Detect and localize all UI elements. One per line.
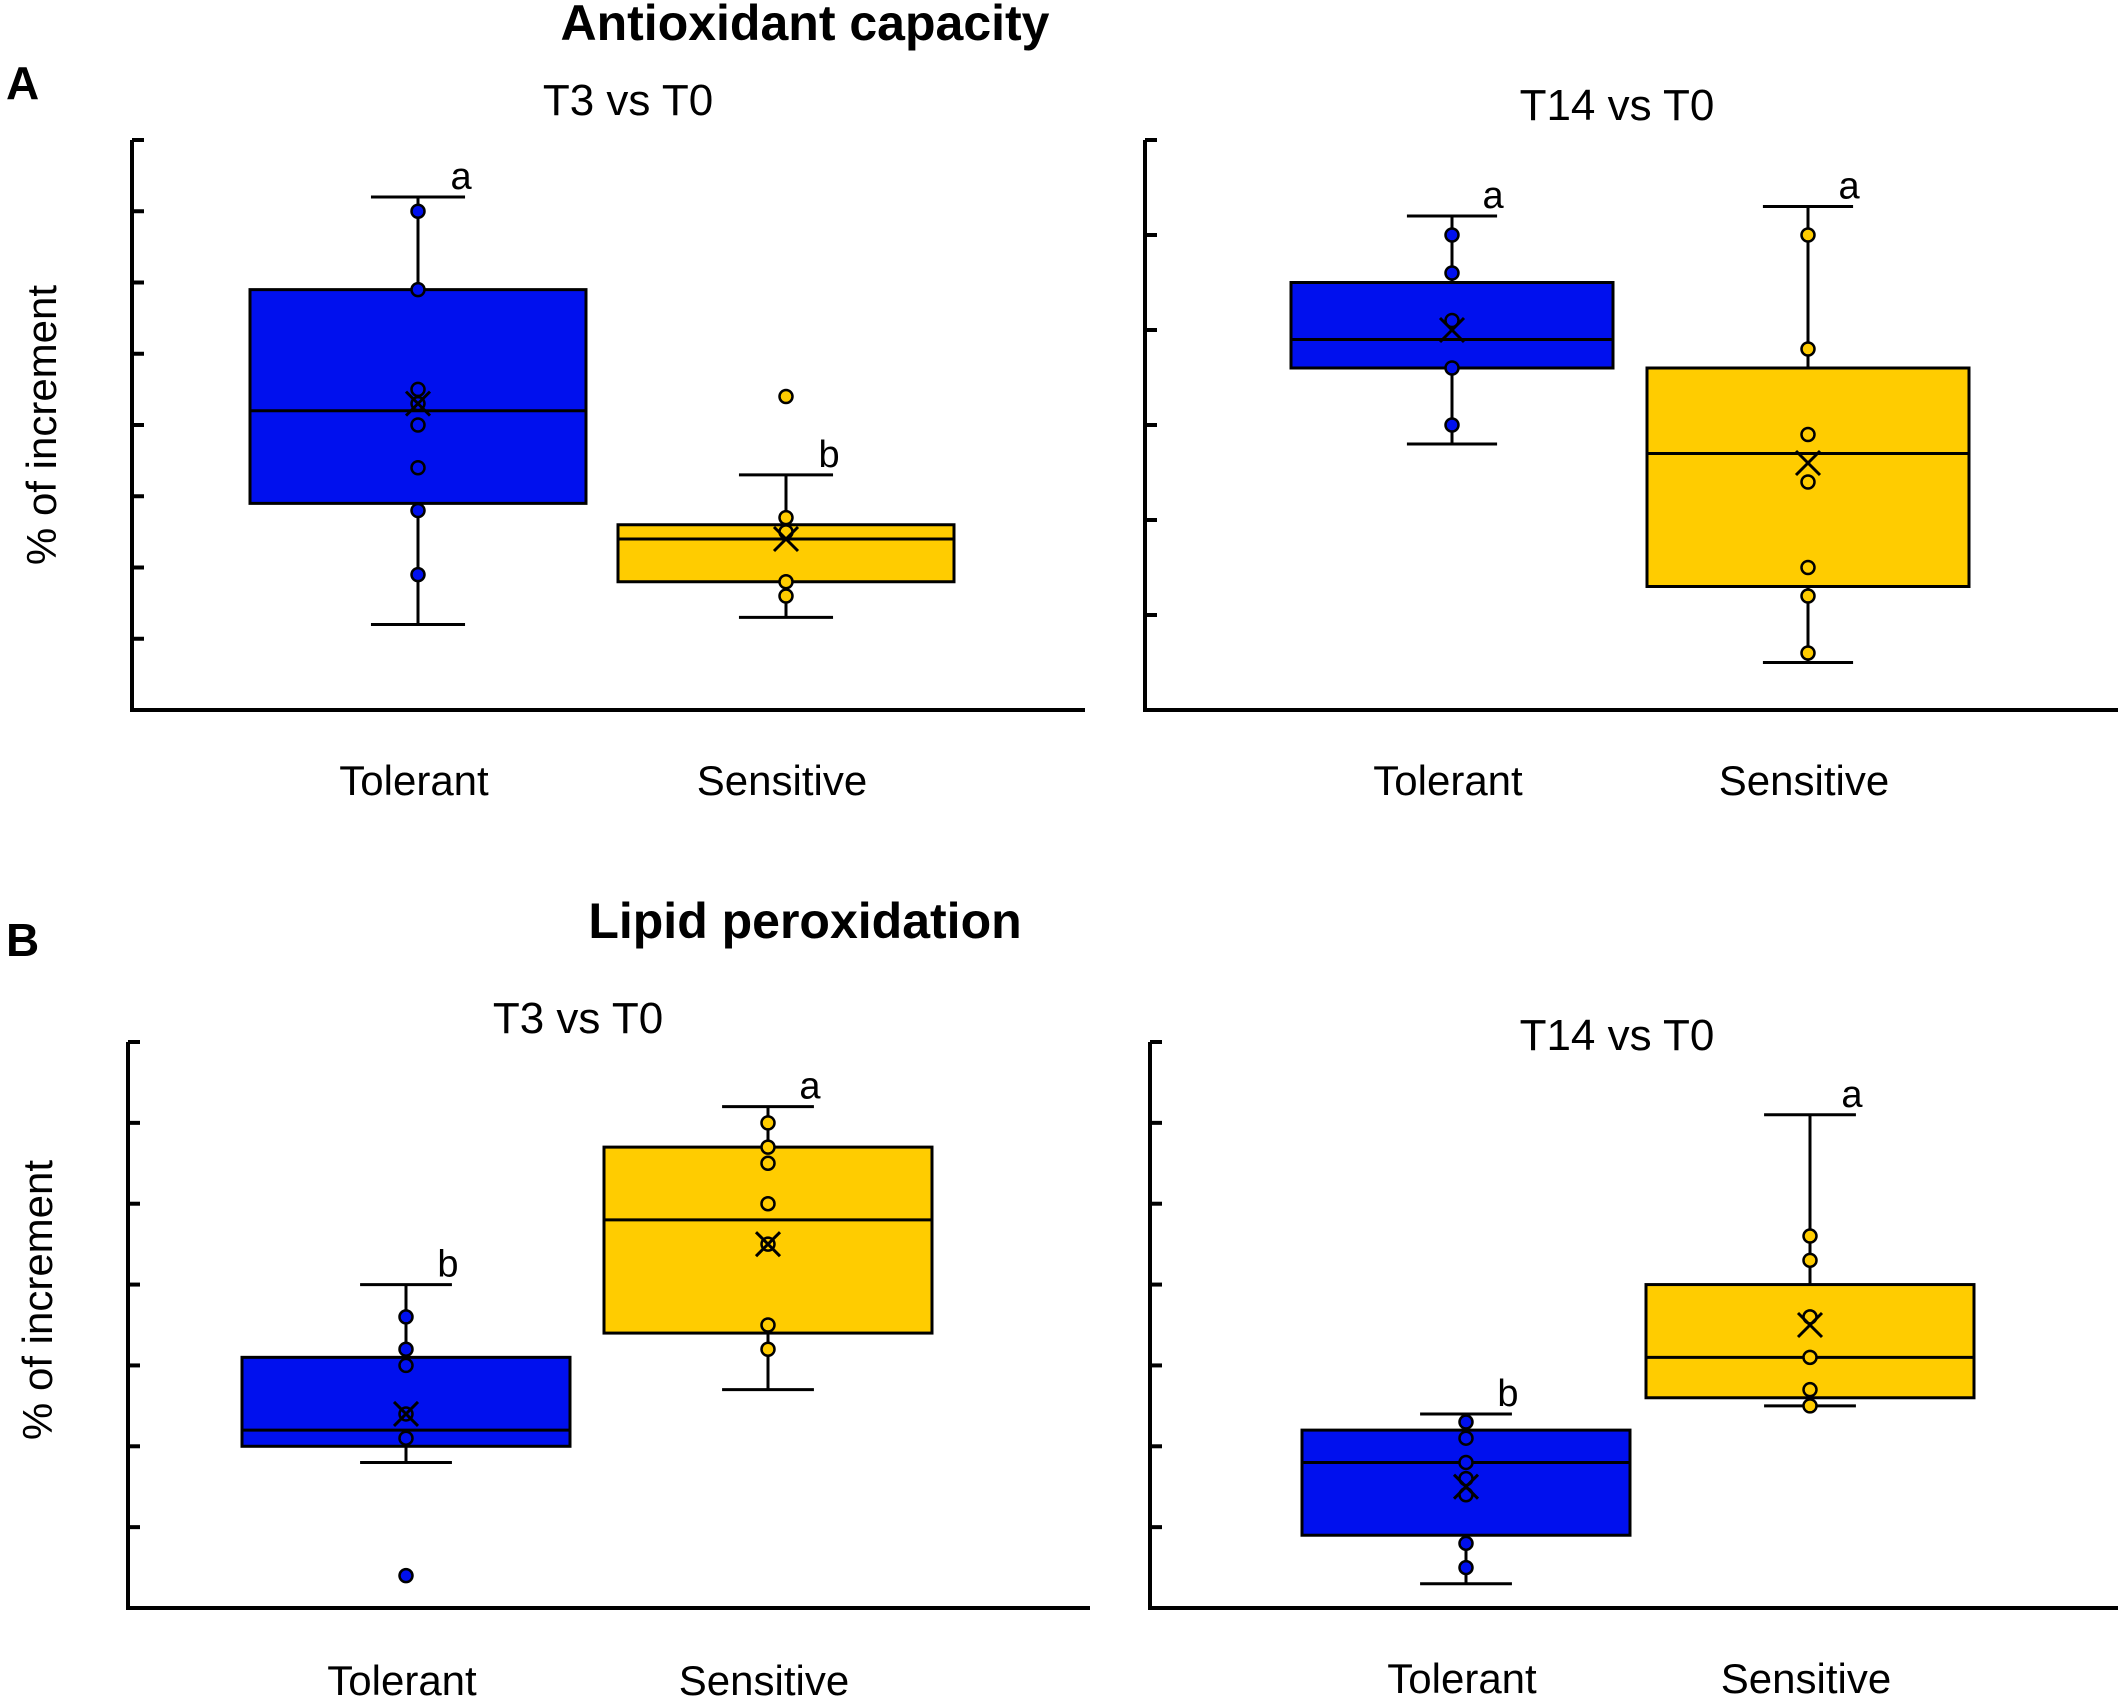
y-axis-label: % of increment <box>18 285 65 565</box>
data-point <box>1444 312 1460 329</box>
data-point <box>1800 227 1816 243</box>
mean-marker <box>1794 449 1822 477</box>
data-point <box>1802 1349 1818 1366</box>
box-sensitive: a Sensitive <box>1645 166 1971 804</box>
data-point <box>1458 1454 1474 1471</box>
section-title-lipid: Lipid peroxidation <box>588 893 1021 949</box>
data-point <box>778 388 794 405</box>
chart-antioxidant-t3: T3 vs T0 % of increment a Tolerant b Sensitiv… <box>18 76 1085 804</box>
data-point <box>1802 1252 1818 1269</box>
box-tolerant: a Tolerant <box>248 156 588 804</box>
data-point <box>398 1357 414 1374</box>
chart-lipid-t3: T3 vs T0 % of increment b Tolerant a Sensitiv… <box>14 994 1090 1699</box>
chart-title: T14 vs T0 <box>1520 1011 1715 1060</box>
data-point <box>410 381 426 398</box>
data-point <box>760 1195 776 1212</box>
category-label: Sensitive <box>697 757 867 804</box>
data-point <box>760 1341 776 1358</box>
category-label: Tolerant <box>1373 757 1523 804</box>
data-point <box>1444 360 1460 376</box>
data-point <box>410 417 426 433</box>
data-point <box>398 1430 414 1446</box>
data-point <box>1800 474 1816 490</box>
chart-lipid-t14: T14 vs T0 b Tolerant a Sensitive <box>1148 1011 2118 1699</box>
box-tolerant: b Tolerant <box>1300 1373 1632 1699</box>
box-sensitive: a Sensitive <box>1644 1074 1976 1699</box>
category-label: Tolerant <box>1387 1655 1537 1699</box>
data-point <box>1444 265 1460 281</box>
data-point <box>1458 1430 1474 1446</box>
data-point <box>760 1139 776 1155</box>
significance-letter: b <box>1497 1373 1518 1415</box>
data-point <box>398 1309 414 1325</box>
mean-marker <box>772 525 800 553</box>
data-point <box>778 509 794 526</box>
data-point <box>1800 588 1816 604</box>
data-point <box>778 588 794 604</box>
data-point <box>778 574 794 590</box>
data-point <box>1444 227 1460 243</box>
data-point <box>1458 1414 1474 1430</box>
data-point <box>1800 426 1816 443</box>
box-tolerant: a Tolerant <box>1289 175 1615 804</box>
box-sensitive: b Sensitive <box>616 388 956 804</box>
chart-title: T3 vs T0 <box>493 994 663 1043</box>
data-point <box>410 502 426 519</box>
panel-letter-b: B <box>6 914 39 966</box>
significance-letter: a <box>1839 166 1861 208</box>
mean-marker <box>404 390 432 417</box>
data-point <box>410 281 426 298</box>
data-point <box>1800 559 1816 576</box>
mean-marker <box>392 1400 420 1428</box>
data-point <box>1802 1398 1818 1414</box>
significance-letter: a <box>1841 1074 1863 1116</box>
data-point <box>1800 341 1816 357</box>
data-point <box>398 1567 414 1584</box>
significance-letter: a <box>799 1066 821 1108</box>
chart-title: T3 vs T0 <box>543 76 713 125</box>
data-point <box>1458 1559 1474 1576</box>
data-point <box>410 460 426 476</box>
data-point <box>1802 1228 1818 1244</box>
chart-antioxidant-t14: T14 vs T0 a Tolerant a Sensitive <box>1143 81 2118 804</box>
box-sensitive: a Sensitive <box>602 1066 934 1699</box>
data-point <box>1444 417 1460 433</box>
category-label: Tolerant <box>339 757 489 804</box>
data-point <box>1800 645 1816 661</box>
mean-marker <box>754 1231 782 1258</box>
data-point <box>760 1115 776 1131</box>
iqr-box <box>1644 1283 1976 1400</box>
mean-marker <box>1438 316 1466 344</box>
data-point <box>760 1155 776 1172</box>
data-point <box>410 203 426 219</box>
box-tolerant: b Tolerant <box>240 1244 572 1699</box>
mean-marker <box>1452 1473 1480 1500</box>
data-point <box>1802 1381 1818 1398</box>
category-label: Sensitive <box>679 1657 849 1699</box>
mean-marker <box>1796 1311 1824 1339</box>
data-point <box>760 1317 776 1333</box>
significance-letter: a <box>450 156 472 198</box>
data-point <box>1458 1535 1474 1552</box>
data-point <box>398 1341 414 1358</box>
category-label: Tolerant <box>327 1657 477 1699</box>
panel-letter-a: A <box>6 57 39 109</box>
significance-letter: a <box>1483 175 1505 217</box>
section-title-antioxidant: Antioxidant capacity <box>561 0 1050 51</box>
category-label: Sensitive <box>1721 1655 1891 1699</box>
chart-title: T14 vs T0 <box>1520 81 1715 130</box>
significance-letter: b <box>437 1244 458 1286</box>
y-axis-label: % of increment <box>14 1160 61 1440</box>
category-label: Sensitive <box>1719 757 1889 804</box>
data-point <box>410 566 426 583</box>
significance-letter: b <box>818 434 839 476</box>
